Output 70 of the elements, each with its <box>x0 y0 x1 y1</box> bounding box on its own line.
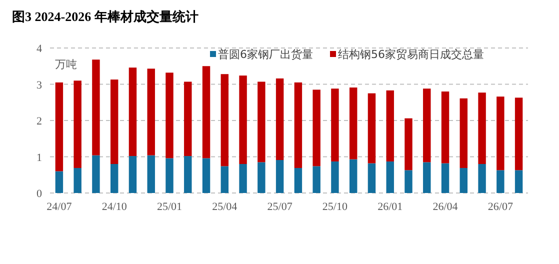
x-tick-label: 25/10 <box>322 201 348 213</box>
x-tick-label: 24/07 <box>46 201 72 213</box>
y-tick-label: 3 <box>36 79 42 92</box>
bar <box>184 156 192 193</box>
bar <box>386 90 394 162</box>
bar <box>220 74 229 166</box>
bar <box>460 98 468 168</box>
bar <box>276 160 284 193</box>
bar <box>258 82 266 162</box>
bar <box>184 82 192 156</box>
bar <box>147 68 155 156</box>
bar <box>441 163 450 193</box>
bar <box>368 163 376 193</box>
bar <box>202 158 210 193</box>
legend-label: 普圆6家钢厂出货量 <box>218 48 313 61</box>
bar <box>478 92 486 164</box>
bar <box>202 66 210 158</box>
y-tick-label: 2 <box>36 116 42 128</box>
bar <box>258 162 266 193</box>
x-tick-label: 25/07 <box>267 201 293 213</box>
bar <box>276 78 284 160</box>
bar <box>92 60 100 156</box>
x-tick-label: 26/07 <box>488 201 514 213</box>
bar <box>460 168 468 193</box>
bar <box>312 166 320 193</box>
bar <box>74 80 82 168</box>
y-tick-label: 1 <box>36 152 42 164</box>
bar <box>514 98 523 170</box>
bar <box>147 155 155 193</box>
bar <box>496 170 504 193</box>
bar <box>55 171 64 193</box>
bar <box>496 96 504 170</box>
bar <box>294 168 302 193</box>
bar <box>368 93 376 164</box>
bar <box>514 170 523 193</box>
bar <box>220 166 229 193</box>
bar <box>404 118 412 170</box>
bar <box>166 158 174 193</box>
bar <box>423 162 431 193</box>
bar <box>294 82 302 168</box>
bar <box>239 164 247 193</box>
y-tick-label: 4 <box>36 43 42 55</box>
x-tick-label: 25/04 <box>212 201 238 213</box>
bar <box>423 88 431 162</box>
bar <box>239 76 247 164</box>
bar <box>331 161 339 193</box>
bar <box>74 168 82 193</box>
x-tick-label: 25/01 <box>156 201 182 213</box>
bar <box>128 68 137 156</box>
y-axis-title: 万吨 <box>55 58 77 71</box>
bar <box>441 92 450 164</box>
bar <box>349 159 358 193</box>
bar <box>92 155 100 193</box>
legend-label: 结构钢56家贸易商日成交总量 <box>338 48 484 61</box>
chart-title: 图3 2024-2026 年棒材成交量统计 <box>12 9 198 24</box>
bar <box>128 156 137 193</box>
bar <box>331 88 339 162</box>
bar <box>404 170 412 193</box>
bar <box>312 90 320 166</box>
bar <box>349 88 358 160</box>
bar <box>110 164 118 193</box>
bar <box>110 80 118 164</box>
bar <box>55 82 64 172</box>
bar <box>166 72 174 158</box>
x-tick-label: 24/10 <box>102 201 128 213</box>
y-tick-label: 0 <box>36 188 42 200</box>
bar <box>386 161 394 193</box>
x-tick-label: 26/04 <box>432 201 458 213</box>
x-tick-label: 26/01 <box>378 201 403 213</box>
bar <box>478 164 486 193</box>
